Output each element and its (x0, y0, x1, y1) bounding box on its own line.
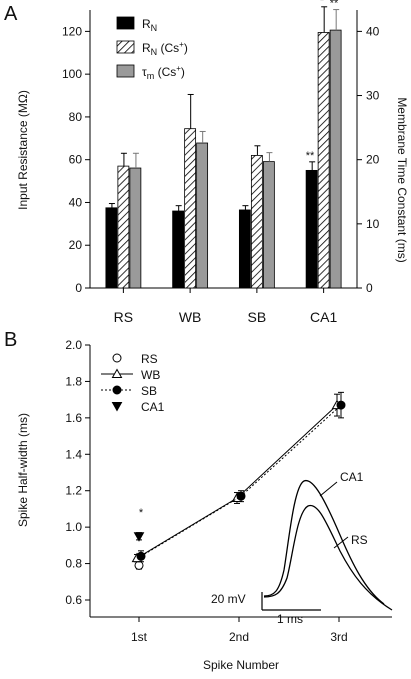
panel-b-xtick-label: 1st (131, 630, 148, 644)
significance-marker: * (139, 507, 144, 519)
panel-label-a: A (4, 3, 18, 25)
panel-b-x-axis-label: Spike Number (203, 658, 279, 672)
inset-trace-rs (263, 504, 393, 611)
significance-marker: ** (306, 150, 315, 162)
point-ca1-1st (133, 532, 145, 542)
legend-swatch (116, 16, 135, 30)
point-rs-1st (134, 560, 144, 570)
panel-a-y2tick-label: 30 (366, 89, 380, 103)
significance-marker: ** (330, 0, 339, 10)
bar-rn-cs-ca1 (317, 32, 330, 289)
panel-b-ytick-label: 0.6 (65, 593, 82, 607)
inset-label-rs: RS (351, 533, 368, 547)
panel-a-ytick-label: 20 (69, 238, 83, 252)
series-line-sb (140, 404, 342, 557)
panel-a-bars: *** ** (105, 0, 342, 289)
bar-rn-cs-rs (117, 165, 130, 289)
bar-rn-ca1 (305, 169, 318, 289)
legend-label-rs: RS (141, 352, 158, 366)
significance-marker: * (320, 0, 325, 7)
panel-a-category-label: WB (179, 309, 202, 325)
panel-a-ytick-label: 120 (62, 24, 82, 38)
scale-bar-time-label: 1 ms (277, 612, 303, 626)
panel-b-ytick-label: 2.0 (65, 338, 82, 352)
legend-swatch (116, 40, 135, 54)
panel-a-y2-axis-label: Membrane Time Constant (ms) (395, 97, 409, 262)
point-sb-2nd (236, 491, 246, 501)
panel-b-ytick-label: 1.6 (65, 411, 82, 425)
panel-b-y-axis-label: Spike Half-width (ms) (16, 413, 30, 527)
panel-b-ytick-label: 0.8 (65, 557, 82, 571)
panel-a-ytick-label: 100 (62, 67, 82, 81)
panel-a-ytick-label: 0 (75, 281, 82, 295)
panel-a-legend: RN RN (Cs+) τm (Cs+) (116, 16, 188, 81)
panel-label-b: B (4, 329, 17, 351)
legend-marker-rs (112, 353, 122, 363)
panel-b-ticks: 0.6 0.8 1.0 1.2 1.4 1.6 1.8 2.0 1st 2nd 3rd (65, 338, 347, 644)
panel-b-xtick-label: 2nd (229, 630, 249, 644)
legend-label: RN (Cs+) (142, 40, 188, 57)
bar-rn-rs (105, 207, 118, 289)
panel-a-ticks: 0 20 40 60 80 100 120 0 10 20 30 40 RS WB SB CA1 (62, 24, 380, 325)
bar--m-cs-sb (262, 161, 275, 289)
legend-label-wb: WB (141, 368, 160, 382)
panel-a-y2tick-label: 10 (366, 217, 380, 231)
panel-a-y2tick-label: 0 (366, 281, 373, 295)
panel-a-bar-chart: Input Resistance (MΩ) Membrane Time Cons… (16, 0, 409, 325)
panel-b-xtick-label: 3rd (330, 630, 347, 644)
panel-a-y-axis-label: Input Resistance (MΩ) (16, 90, 30, 210)
legend-marker-wb (111, 368, 123, 378)
panel-b-legend: RS WB SB CA1 (101, 352, 165, 414)
inset-label-ca1: CA1 (340, 470, 364, 484)
panel-a-ytick-label: 80 (69, 110, 83, 124)
bar--m-cs-wb (196, 142, 209, 289)
panel-b-series: * (131, 391, 346, 570)
point-sb-1st (136, 551, 146, 561)
bar--m-cs-rs (129, 167, 142, 289)
legend-marker-ca1 (111, 402, 123, 412)
series-line-wb (136, 404, 338, 559)
bar--m-cs-ca1 (329, 29, 342, 289)
panel-a-ytick-label: 60 (69, 153, 83, 167)
legend-swatch (116, 64, 135, 78)
panel-b-ytick-label: 1.4 (65, 447, 82, 461)
inset-spike-traces: CA1 RS 20 mV 1 ms (211, 470, 393, 626)
panel-a-category-label: CA1 (310, 309, 337, 325)
legend-label: RN (142, 17, 157, 33)
panel-a-y2tick-label: 20 (366, 153, 380, 167)
inset-label-pointer-ca1 (319, 481, 338, 497)
legend-label-ca1: CA1 (141, 400, 165, 414)
bar-rn-cs-wb (184, 128, 197, 289)
inset-label-pointer-rs (333, 536, 349, 549)
panel-b-ytick-label: 1.2 (65, 484, 82, 498)
scale-bar-voltage-label: 20 mV (211, 592, 246, 606)
panel-a-category-label: SB (248, 309, 267, 325)
panel-b-line-chart: Spike Half-width (ms) Spike Number 0.60.… (16, 338, 393, 672)
panel-b-ytick-label: 1.0 (65, 520, 82, 534)
bar-rn-cs-sb (250, 155, 263, 289)
point-sb-3rd (336, 400, 346, 410)
panel-b-ytick-label: 1.8 (65, 374, 82, 388)
bar-rn-wb (172, 210, 185, 289)
panel-a-y2tick-label: 40 (366, 24, 380, 38)
panel-a-category-label: RS (114, 309, 133, 325)
inset-trace-ca1 (263, 480, 385, 605)
bar-rn-sb (238, 209, 251, 289)
legend-marker-sb (112, 385, 122, 395)
legend-label-sb: SB (141, 384, 157, 398)
panel-a-ytick-label: 40 (69, 195, 83, 209)
legend-label: τm (Cs+) (142, 64, 185, 81)
